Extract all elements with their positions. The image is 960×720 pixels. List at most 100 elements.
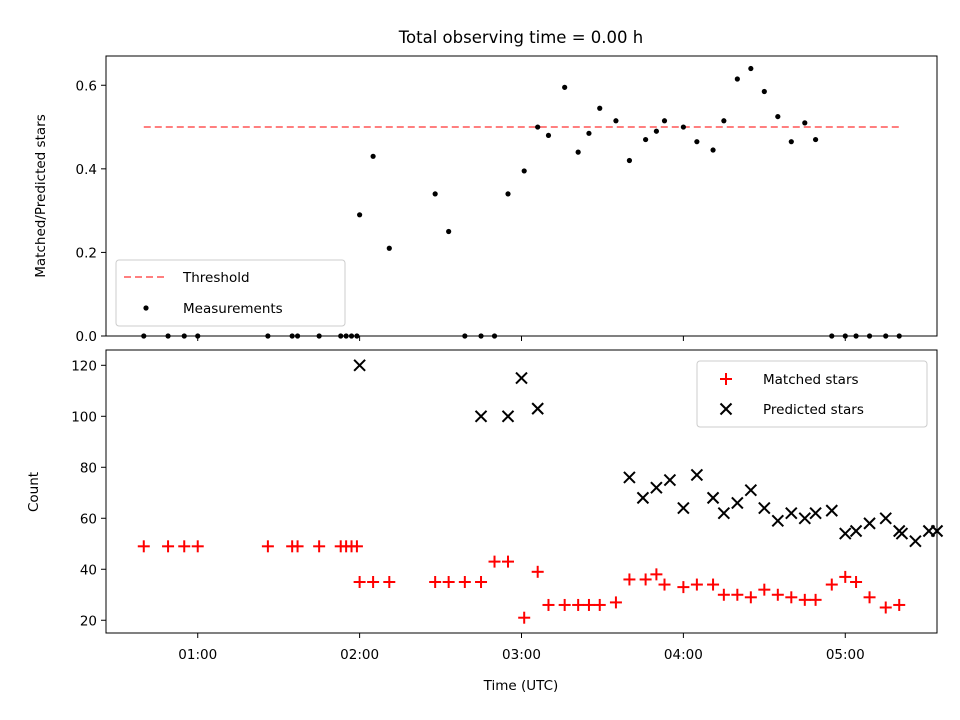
measurement-point xyxy=(775,113,781,120)
bottom-y-axis-label: Count xyxy=(26,472,42,512)
legend-threshold-label: Threshold xyxy=(182,270,250,286)
matched-star-point xyxy=(650,568,663,581)
measurement-point xyxy=(597,105,603,111)
matched-star-point xyxy=(350,540,363,553)
predicted-star-point xyxy=(744,484,758,497)
matched-star-point xyxy=(623,573,636,586)
measurement-point xyxy=(680,124,686,130)
measurement-point xyxy=(386,245,392,251)
matched-star-point xyxy=(639,573,652,586)
matched-star-point xyxy=(771,588,784,601)
predicted-star-point xyxy=(758,501,771,515)
bottom-x-tick-label: 03:00 xyxy=(502,647,541,663)
legend-measurement-label: Measurements xyxy=(183,301,283,317)
predicted-star-point xyxy=(785,506,798,520)
matched-star-point xyxy=(429,576,442,589)
legend-predicted-label: Predicted stars xyxy=(763,402,864,418)
matched-star-point xyxy=(839,570,852,583)
matched-star-point xyxy=(785,591,798,604)
predicted-star-point xyxy=(825,504,838,517)
bottom-legend: Matched stars Predicted stars xyxy=(696,360,928,428)
matched-star-point xyxy=(137,540,150,553)
top-legend-box xyxy=(115,259,346,327)
top-y-tick-label: 0.4 xyxy=(76,162,97,178)
measurement-point xyxy=(710,147,716,153)
matched-star-point xyxy=(690,578,703,591)
predicted-star-point xyxy=(849,524,863,538)
matched-star-point xyxy=(291,540,304,553)
chart-title: Total observing time = 0.00 h xyxy=(398,28,643,47)
matched-star-point xyxy=(475,576,488,589)
predicted-star-point xyxy=(798,512,812,525)
bottom-x-tick-label: 04:00 xyxy=(664,647,703,663)
measurement-point xyxy=(562,84,568,90)
legend-measurement-swatch xyxy=(143,305,149,311)
measurement-point xyxy=(748,65,754,72)
matched-star-point xyxy=(191,540,204,553)
matched-star-point xyxy=(582,598,595,611)
bottom-y-tick-label: 100 xyxy=(71,409,97,425)
top-y-axis-label: Matched/Predicted stars xyxy=(33,114,49,277)
predicted-star-point xyxy=(863,517,876,530)
matched-star-point xyxy=(609,596,622,609)
matched-star-point xyxy=(162,540,175,553)
top-y-tick-label: 0.6 xyxy=(76,78,97,94)
matched-star-point xyxy=(731,588,744,601)
bottom-y-tick-label: 20 xyxy=(80,613,97,629)
matched-star-point xyxy=(744,591,757,604)
predicted-star-point xyxy=(501,410,515,423)
bottom-x-tick-label: 01:00 xyxy=(178,647,217,663)
predicted-star-point xyxy=(515,371,528,385)
matched-star-point xyxy=(658,578,671,591)
matched-star-point xyxy=(558,598,571,611)
matched-star-point xyxy=(850,576,863,589)
measurement-point xyxy=(535,124,541,130)
predicted-star-point xyxy=(636,491,650,505)
bottom-y-tick-label: 120 xyxy=(71,358,97,374)
predicted-star-point xyxy=(879,512,892,525)
measurement-point xyxy=(802,120,808,126)
predicted-star-point xyxy=(650,481,663,494)
matched-star-point xyxy=(893,598,906,611)
bottom-legend-box xyxy=(696,360,928,428)
top-y-ticks: 0.0 0.2 0.4 0.6 xyxy=(76,78,106,345)
matched-star-point xyxy=(458,576,471,589)
matched-star-point xyxy=(717,588,730,601)
top-legend: Threshold Measurements xyxy=(115,259,346,327)
measurement-point xyxy=(575,149,581,155)
predicted-star-point xyxy=(895,527,909,540)
measurement-point xyxy=(626,157,633,164)
matched-star-point xyxy=(383,576,396,589)
predicted-star-point xyxy=(474,410,488,423)
matched-star-point xyxy=(572,598,585,611)
measurement-point xyxy=(505,191,511,197)
predicted-star-point xyxy=(706,491,720,505)
measurement-point xyxy=(761,88,767,95)
measurement-point xyxy=(357,212,363,218)
legend-matched-label: Matched stars xyxy=(763,372,859,388)
predicted-star-point xyxy=(690,468,704,482)
matched-star-point xyxy=(809,593,822,606)
top-x-ticks xyxy=(197,336,846,341)
measurement-point xyxy=(694,139,700,145)
matched-star-point xyxy=(488,555,501,568)
predicted-star-point xyxy=(353,359,366,372)
bottom-marks xyxy=(137,359,944,624)
bottom-y-tick-label: 60 xyxy=(80,511,97,527)
top-y-tick-label: 0.2 xyxy=(76,245,97,261)
measurement-point xyxy=(734,76,740,82)
legend-predicted-swatch xyxy=(719,402,733,416)
measurement-point xyxy=(788,139,794,145)
measurement-point xyxy=(653,128,660,134)
top-y-tick-label: 0.0 xyxy=(76,329,97,345)
measurement-point xyxy=(613,118,619,124)
predicted-star-point xyxy=(839,527,852,540)
predicted-star-point xyxy=(909,535,922,548)
matched-star-point xyxy=(502,555,515,568)
predicted-star-point xyxy=(717,506,731,520)
matched-star-point xyxy=(879,601,892,614)
matched-star-point xyxy=(542,598,555,611)
matched-star-point xyxy=(863,591,876,604)
bottom-x-ticks: 01:00 02:00 03:00 04:00 05:00 xyxy=(178,633,865,663)
matched-star-point xyxy=(518,611,531,624)
